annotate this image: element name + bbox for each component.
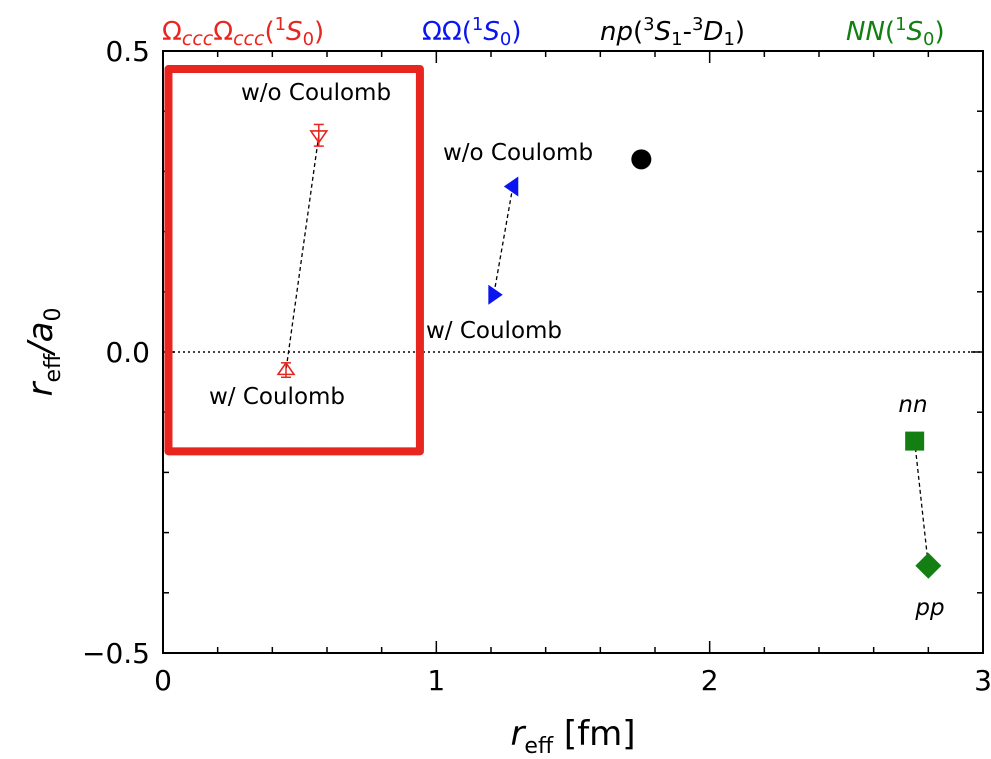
header-np-sub1b: 1 xyxy=(723,29,734,50)
header-np-paren2: ) xyxy=(735,17,745,47)
x-tick-label: 0 xyxy=(154,664,172,697)
header-nn-paren2: ) xyxy=(934,17,944,47)
axis-ticks xyxy=(162,50,984,654)
axis-tick-labels: 0 1 2 3 −0.5 0.0 0.5 xyxy=(82,35,991,697)
point-label: w/ Coulomb xyxy=(426,318,562,344)
data-point xyxy=(905,431,925,451)
y-axis-title-sub1: eff xyxy=(41,353,66,383)
highlight-box-inner xyxy=(170,71,418,450)
header-np-d: D xyxy=(703,17,723,47)
x-tick-label: 2 xyxy=(701,664,719,697)
x-axis-title: reff [fm] xyxy=(510,714,635,759)
x-axis-title-sub: eff xyxy=(524,734,554,759)
header-omega-ccc: ΩcccΩccc(1S0) xyxy=(162,14,324,50)
header-np: np(3S1-3D1) xyxy=(600,14,745,50)
y-tick-label: −0.5 xyxy=(82,637,150,670)
point-label: w/o Coulomb xyxy=(443,140,593,166)
header-omega-omega-sub: 0 xyxy=(500,29,511,50)
header-np-sup3a: 3 xyxy=(643,14,654,35)
header-omega-omega-main: ΩΩ( xyxy=(422,17,472,47)
point-annotations: w/o Coulomb w/ Coulomb w/o Coulomb w/ Coulo… xyxy=(209,80,945,621)
header-omega-omega: ΩΩ(1S0) xyxy=(422,14,521,50)
header-nn-paren: ( xyxy=(885,17,895,47)
header-np-main: np xyxy=(600,17,633,47)
y-axis-title-slash: /a xyxy=(21,322,61,357)
header-nn-s: S xyxy=(907,17,924,47)
header-np-sup3b: 3 xyxy=(692,14,703,35)
point-label: nn xyxy=(898,392,927,418)
point-label: w/ Coulomb xyxy=(209,384,345,410)
series-connector xyxy=(285,135,320,371)
header-nn-main: NN xyxy=(846,17,885,47)
header-nn-sup: 1 xyxy=(895,14,906,35)
header-omega-ccc-paren2: ) xyxy=(314,17,324,47)
header-omega-omega-paren: ) xyxy=(511,17,521,47)
header-nn-sub: 0 xyxy=(923,29,934,50)
x-axis-title-main: r xyxy=(510,714,526,754)
header-omega-ccc-sup: 1 xyxy=(275,14,286,35)
series-connectors xyxy=(285,135,929,566)
header-np-s: S xyxy=(655,17,672,47)
header-omega-omega-s: S xyxy=(483,17,500,47)
data-point xyxy=(309,130,329,144)
data-point xyxy=(503,176,519,197)
y-tick-label: 0.0 xyxy=(105,336,150,369)
data-point xyxy=(488,284,503,305)
y-axis-title-sub2: 0 xyxy=(41,308,66,322)
data-point xyxy=(276,361,296,376)
y-axis-title: reff/a0 xyxy=(21,308,66,397)
data-point xyxy=(631,149,652,170)
series-connector xyxy=(493,186,514,295)
header-np-sub1a: 1 xyxy=(671,29,682,50)
header-omega-ccc-omega1: Ω xyxy=(162,17,182,47)
header-np-dash: - xyxy=(683,17,692,47)
header-omega-ccc-s: S xyxy=(286,17,303,47)
y-tick-label: 0.5 xyxy=(105,35,150,68)
header-omega-omega-sup: 1 xyxy=(472,14,483,35)
x-tick-label: 3 xyxy=(974,664,991,697)
y-axis-title-main: r xyxy=(21,380,61,396)
header-omega-ccc-paren1: ( xyxy=(264,17,274,47)
header-omega-ccc-omega2: Ω xyxy=(213,17,233,47)
series-connector xyxy=(914,441,929,566)
header-nn: NN(1S0) xyxy=(846,14,945,50)
highlight-box xyxy=(164,65,424,456)
data-marks xyxy=(276,123,942,579)
x-axis-title-unit: [fm] xyxy=(553,714,635,754)
header-omega-ccc-sub1: ccc xyxy=(182,28,214,50)
header-omega-ccc-sub0: 0 xyxy=(303,29,314,50)
data-point xyxy=(915,552,942,579)
x-tick-label: 1 xyxy=(427,664,445,697)
point-label: pp xyxy=(914,595,944,621)
point-label: w/o Coulomb xyxy=(241,80,391,106)
header-omega-ccc-sub2: ccc xyxy=(233,28,265,50)
highlight-layer xyxy=(164,65,424,456)
header-np-paren: ( xyxy=(633,17,643,47)
